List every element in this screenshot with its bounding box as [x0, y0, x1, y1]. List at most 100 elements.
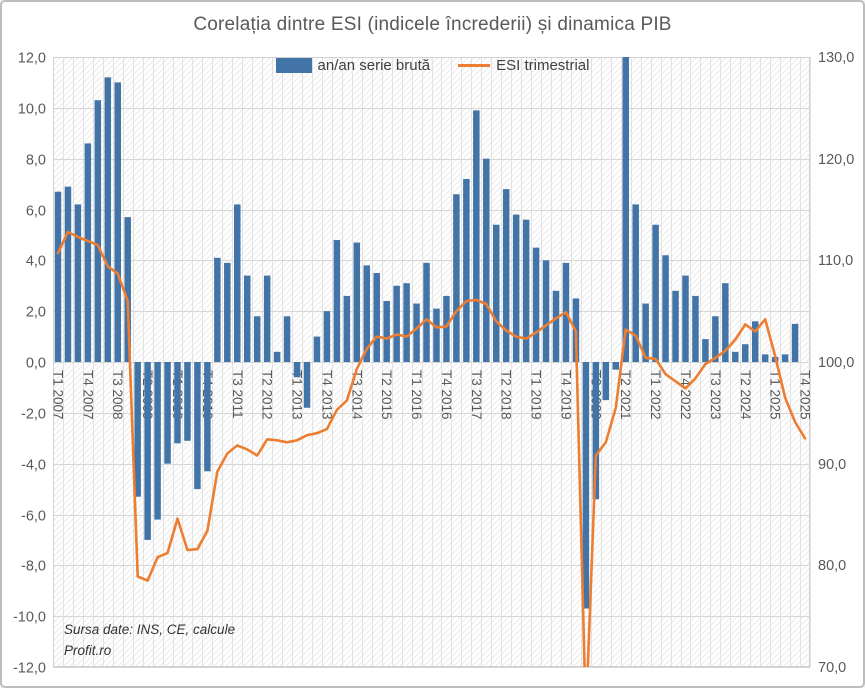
svg-text:100,0: 100,0 [818, 355, 854, 371]
gdp-bar [124, 217, 131, 362]
svg-text:110,0: 110,0 [818, 253, 853, 269]
line-series-swatch-icon [458, 64, 491, 67]
gdp-bar [74, 204, 82, 362]
gdp-bars [54, 57, 799, 609]
legend-esi-label: ESI trimestrial [496, 57, 590, 74]
left-axis-labels: 12,0 10,0 8,0 6,0 4,0 2,0 0,0 -2,0 -4,0 -6,0 -8,0 -… [13, 51, 46, 677]
svg-text:T1 2016: T1 2016 [409, 370, 424, 420]
svg-text:T1 2022: T1 2022 [648, 370, 663, 420]
gdp-bar [612, 362, 620, 370]
gdp-bar [164, 362, 171, 464]
gdp-bar [224, 262, 231, 362]
gdp-bar [363, 265, 371, 362]
svg-text:T2 2012: T2 2012 [260, 370, 275, 420]
svg-text:8,0: 8,0 [26, 153, 46, 169]
gdp-bar [552, 290, 560, 362]
svg-text:T3 2014: T3 2014 [349, 370, 364, 420]
gdp-bar [154, 362, 161, 520]
svg-text:80,0: 80,0 [818, 558, 846, 574]
gdp-bar [313, 336, 321, 362]
gdp-bar [761, 354, 769, 362]
svg-text:T4 2019: T4 2019 [558, 370, 573, 420]
gdp-bar [433, 308, 440, 362]
svg-text:T2 2018: T2 2018 [499, 370, 514, 420]
svg-text:-12,0: -12,0 [13, 661, 46, 677]
gdp-bar [353, 242, 361, 362]
svg-text:T4 2025: T4 2025 [798, 370, 813, 420]
gdp-bar [632, 204, 639, 362]
gdp-bar [144, 362, 151, 540]
gdp-bar [64, 186, 72, 362]
gdp-bar [54, 191, 62, 362]
svg-text:T3 2017: T3 2017 [469, 370, 484, 420]
svg-text:T3 2011: T3 2011 [230, 370, 245, 419]
gdp-bar [114, 82, 121, 363]
gdp-bar [602, 362, 610, 401]
gdp-bar [323, 311, 331, 362]
svg-text:6,0: 6,0 [26, 204, 46, 220]
gdp-bar [473, 110, 480, 362]
gdp-bar [134, 362, 141, 497]
gdp-bar [453, 194, 460, 362]
svg-text:T4 2007: T4 2007 [80, 370, 95, 420]
legend: an/an serie brută ESI trimestrial [275, 57, 589, 74]
gdp-bar [463, 179, 470, 362]
svg-text:10,0: 10,0 [18, 102, 46, 118]
svg-text:T4 2022: T4 2022 [678, 370, 693, 420]
gdp-bar [692, 295, 699, 362]
svg-text:T3 2023: T3 2023 [708, 370, 723, 420]
gdp-bar [303, 362, 311, 408]
svg-text:T2 2015: T2 2015 [379, 370, 394, 420]
svg-text:T2 2021: T2 2021 [618, 370, 633, 420]
gdp-bar [293, 362, 301, 378]
gdp-bar [253, 316, 261, 362]
gdp-bar [443, 295, 450, 362]
gdp-bar [732, 351, 739, 362]
legend-item-esi: ESI trimestrial [458, 57, 589, 74]
gdp-bar [682, 275, 689, 362]
gdp-bar [751, 321, 759, 362]
svg-text:T1 2025: T1 2025 [768, 370, 783, 420]
gdp-bar [283, 316, 291, 362]
gdp-bar [383, 301, 390, 362]
gdp-bar [542, 260, 550, 362]
svg-text:0,0: 0,0 [26, 356, 46, 372]
svg-text:T1 2007: T1 2007 [50, 370, 65, 420]
gdp-bar [722, 283, 729, 362]
gdp-bar [84, 143, 92, 362]
source-note-line2: Profit.ro [64, 642, 112, 658]
gdp-bar [393, 285, 400, 362]
gdp-bar [662, 255, 669, 362]
svg-text:T4 2016: T4 2016 [439, 370, 454, 420]
gdp-bar [333, 240, 341, 362]
svg-text:T1 2019: T1 2019 [529, 370, 544, 420]
gdp-bar [592, 362, 600, 500]
right-axis-labels: 130,0 120,0 110,0 100,0 90,0 80,0 70,0 [818, 50, 854, 676]
svg-text:-10,0: -10,0 [13, 610, 46, 626]
gdp-bar [184, 362, 191, 441]
gdp-bar [642, 303, 649, 362]
svg-text:70,0: 70,0 [818, 660, 846, 676]
horizontal-gridlines [53, 57, 810, 668]
gdp-bar [373, 273, 380, 362]
svg-text:-8,0: -8,0 [21, 559, 46, 575]
svg-text:90,0: 90,0 [818, 457, 846, 473]
gdp-bar [492, 224, 500, 362]
gdp-bar [622, 57, 629, 362]
esi-line [56, 230, 807, 667]
svg-text:-2,0: -2,0 [21, 407, 46, 423]
gdp-bar [174, 362, 181, 444]
gdp-bar [512, 214, 520, 362]
bar-series-swatch-icon [275, 58, 312, 73]
gdp-bar [791, 323, 799, 362]
gdp-bar [532, 247, 540, 362]
gdp-bar [273, 351, 281, 362]
gdp-bar [672, 290, 679, 362]
gdp-bar [712, 316, 719, 362]
source-note: Sursa date: INS, CE, calcule Profit.ro [64, 620, 235, 662]
source-note-line1: Sursa date: INS, CE, calcule [64, 622, 236, 637]
gdp-bar [413, 303, 420, 362]
gdp-bar [582, 362, 590, 609]
svg-text:130,0: 130,0 [818, 50, 854, 66]
